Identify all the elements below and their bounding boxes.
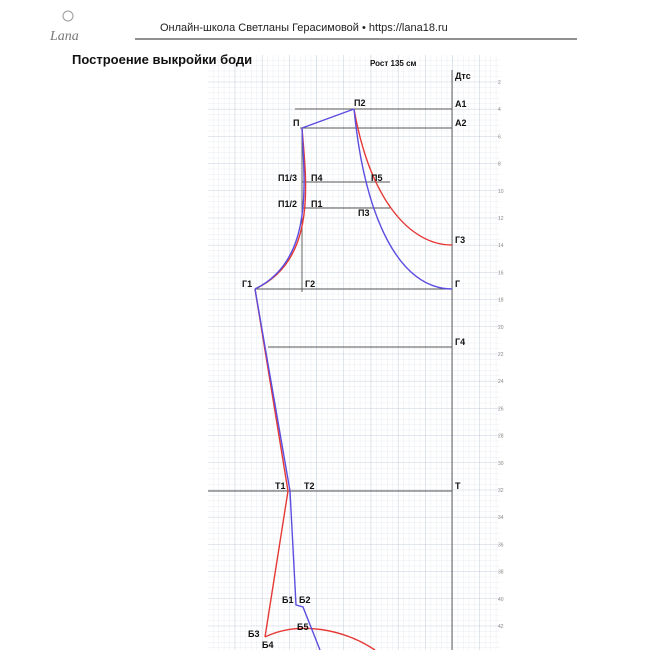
- header-title: Онлайн-школа Светланы Герасимовой • http…: [160, 22, 448, 34]
- ruler-label: 42: [498, 624, 504, 630]
- ruler-label: 28: [498, 434, 504, 440]
- point-label: Г: [455, 279, 460, 289]
- height: Рост 135 см: [370, 59, 417, 68]
- ruler-label: 14: [498, 243, 504, 249]
- ruler-label: 2: [498, 80, 501, 86]
- point-label: Т2: [304, 481, 315, 491]
- ruler-label: 20: [498, 325, 504, 331]
- ruler-label: 30: [498, 461, 504, 467]
- ruler-label: 8: [498, 162, 501, 168]
- grid: [208, 55, 500, 650]
- ruler-label: 40: [498, 597, 504, 603]
- ruler-label: 34: [498, 515, 504, 521]
- ruler-label: 32: [498, 488, 504, 494]
- column-label: Дтс: [455, 71, 471, 81]
- ruler-label: 10: [498, 189, 504, 195]
- point-label: П1: [311, 199, 322, 209]
- point-label: Т1: [275, 481, 286, 491]
- point-label: П1/2: [278, 199, 297, 209]
- point-label: А2: [455, 118, 467, 128]
- point-label: П3: [358, 208, 369, 218]
- point-label: Б4: [262, 640, 273, 650]
- point-label: П1/3: [278, 173, 297, 183]
- ruler-label: 22: [498, 352, 504, 358]
- ruler-label: 38: [498, 570, 504, 576]
- point-label: Б1: [282, 595, 293, 605]
- point-label: П5: [371, 173, 382, 183]
- logo: Lana: [49, 29, 79, 44]
- ruler-label: 36: [498, 542, 504, 548]
- point-label: Г4: [455, 337, 465, 347]
- point-label: П2: [354, 98, 365, 108]
- ruler-label: 24: [498, 379, 504, 385]
- logo-icon: [62, 10, 74, 22]
- ruler-label: 26: [498, 406, 504, 412]
- doc-title: Построение выкройки боди: [72, 52, 252, 67]
- point-label: Б3: [248, 629, 259, 639]
- point-label: Б2: [299, 595, 310, 605]
- ruler-label: 4: [498, 107, 501, 113]
- ruler-label: 18: [498, 298, 504, 304]
- ruler-label: 12: [498, 216, 504, 222]
- point-label: П4: [311, 173, 322, 183]
- ruler-label: 6: [498, 134, 501, 140]
- point-label: Т: [455, 481, 461, 491]
- point-label: А1: [455, 99, 467, 109]
- ruler-label: 16: [498, 270, 504, 276]
- point-label: Б5: [297, 622, 308, 632]
- point-label: П: [293, 118, 299, 128]
- point-label: Г1: [242, 279, 252, 289]
- pattern-blue: [254, 108, 453, 650]
- point-label: Г3: [455, 235, 465, 245]
- point-label: Г2: [305, 279, 315, 289]
